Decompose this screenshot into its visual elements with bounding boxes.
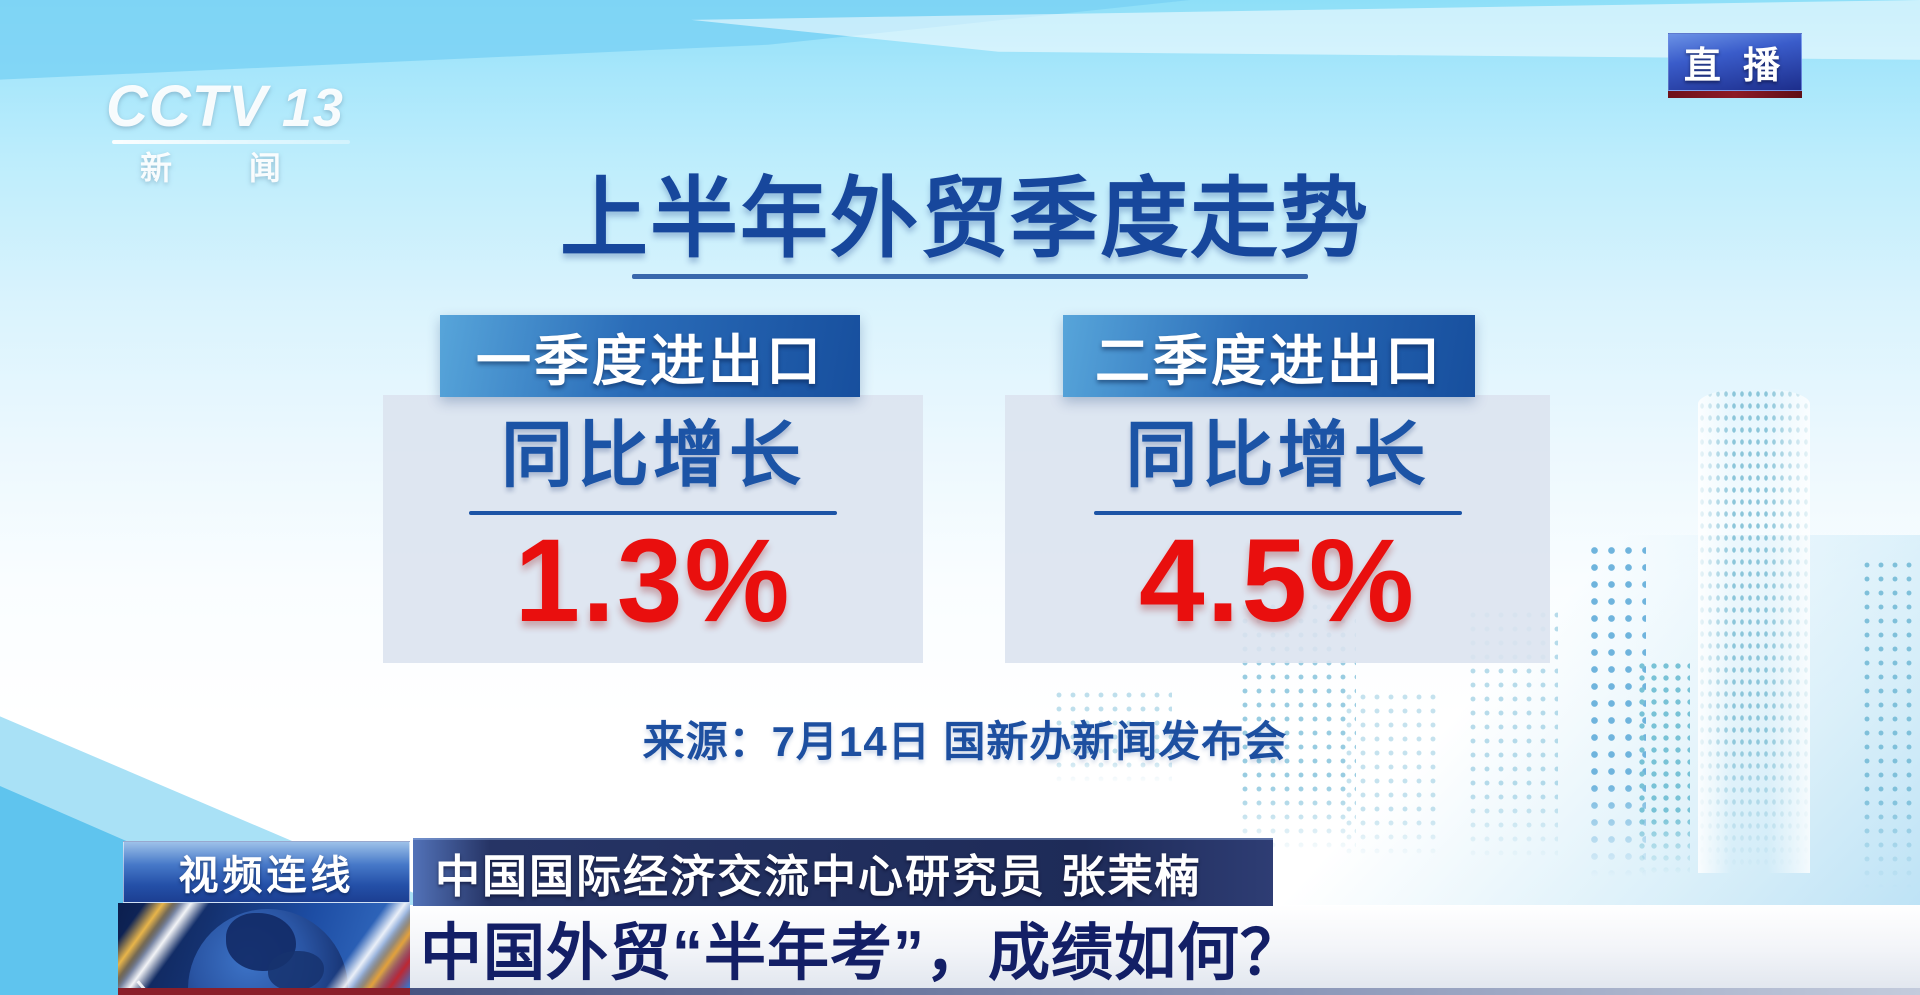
q2-panel	[1005, 395, 1550, 663]
dot-building	[1860, 558, 1920, 888]
globe-graphic	[118, 903, 410, 988]
q1-value: 1.3%	[514, 515, 792, 648]
q1-yoy-label: 同比增长	[500, 416, 805, 496]
source-line: 来源：7月14日 国新办新闻发布会	[642, 718, 1288, 765]
live-badge-red-strip	[1668, 91, 1802, 98]
q1-body: 同比增长 1.3%	[383, 408, 923, 647]
globe-red-strip	[118, 988, 410, 995]
q2-yoy-label: 同比增长	[1125, 416, 1430, 496]
headline-bar: 中国外贸“半年考”，成绩如何？	[368, 905, 1920, 988]
dot-building-tower-shade	[1698, 388, 1810, 873]
dot-building	[1342, 690, 1442, 860]
speaker-bar: 中国国际经济交流中心研究员 张茉楠	[413, 838, 1273, 906]
cctv-logo: CCTV 13 新 闻	[106, 78, 350, 184]
q1-panel	[383, 395, 923, 663]
dot-building	[1636, 660, 1690, 875]
globe-continent	[268, 951, 324, 988]
q1-header: 一季度进出口	[440, 315, 860, 397]
q2-divider	[1093, 511, 1462, 516]
q1-divider	[469, 511, 837, 516]
live-badge-label: 直 播	[1668, 33, 1802, 91]
cctv-channel-number: 13	[281, 78, 344, 138]
infographic-title: 上半年外贸季度走势	[559, 169, 1370, 268]
dot-building	[1052, 688, 1172, 783]
cctv-logo-subtitle: 新 闻	[140, 150, 315, 186]
q2-body: 同比增长 4.5%	[1005, 408, 1550, 647]
cctv-logo-text: CCTV	[106, 74, 268, 139]
video-link-tag: 视频连线	[123, 841, 410, 903]
q2-header: 二季度进出口	[1063, 315, 1475, 397]
live-badge: 直 播	[1668, 33, 1802, 98]
q2-value: 4.5%	[1139, 515, 1416, 648]
headline-underline	[368, 988, 1920, 995]
cctv-logo-underline	[112, 140, 350, 144]
infographic-title-underline	[632, 274, 1308, 279]
